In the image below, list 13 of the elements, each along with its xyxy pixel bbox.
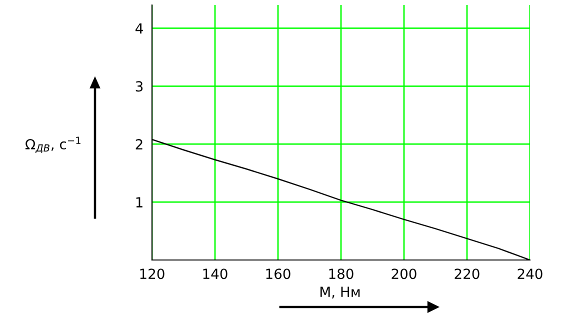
x-tick-label: 200	[392, 268, 416, 280]
y-tick-label: 3	[136, 81, 143, 92]
x-axis-title: М, Нм	[320, 286, 360, 298]
x-tick-label: 120	[140, 268, 164, 280]
x-tick-label: 240	[518, 268, 542, 280]
x-tick-label: 160	[266, 268, 290, 280]
y-tick-label: 1	[136, 197, 142, 208]
y-tick-label: 4	[136, 23, 143, 34]
y-tick-label: 2	[136, 139, 142, 150]
x-tick-label: 220	[454, 268, 480, 280]
y-axis-title: Ω$_{ДВ}$, с$^{−1}$	[26, 136, 80, 154]
x-tick-label: 180	[329, 268, 354, 280]
x-tick-label: 140	[203, 268, 228, 280]
